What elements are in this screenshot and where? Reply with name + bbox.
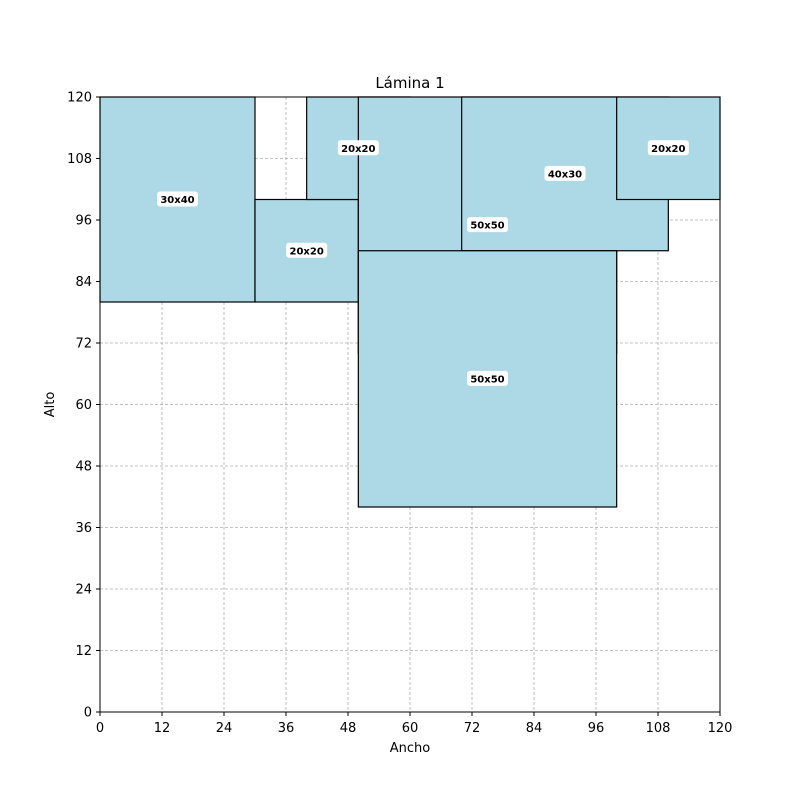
y-tick-label: 84	[75, 275, 92, 290]
pieces-layer	[99, 96, 721, 508]
piece-label-box	[544, 165, 586, 181]
piece-label: 50x50	[467, 217, 508, 233]
y-tick-label: 48	[75, 460, 92, 475]
x-tick-label: 72	[464, 721, 481, 736]
piece-label-box	[467, 217, 508, 233]
x-tick-label: 60	[402, 721, 419, 736]
x-tick-label: 36	[278, 721, 295, 736]
y-tick-label: 96	[75, 214, 92, 229]
y-tick-label: 12	[75, 644, 92, 659]
x-tick-label: 84	[526, 721, 543, 736]
piece-label-box	[157, 191, 198, 207]
y-tick-label: 60	[75, 398, 92, 413]
piece-label-text: 50x50	[470, 374, 504, 385]
y-axis: 0 12 24 36 48 60 72 84 96 108 120	[67, 91, 100, 721]
piece-label: 50x50	[467, 370, 508, 386]
y-tick-label: 0	[84, 706, 92, 721]
piece-label: 30x40	[157, 191, 198, 207]
x-tick-label: 0	[96, 721, 104, 736]
labels-layer: 30x40 20x20 20x20 50x50 40x30 20x20 50x50	[157, 140, 689, 386]
x-tick-label: 12	[154, 721, 171, 736]
piece-label-text: 20x20	[651, 144, 685, 155]
piece-label: 20x20	[337, 140, 379, 156]
y-tick-label: 72	[75, 337, 92, 352]
piece-label-text: 50x50	[470, 221, 504, 232]
piece-label-box	[467, 370, 508, 386]
y-tick-label: 120	[67, 91, 92, 106]
y-tick-label: 24	[75, 583, 92, 598]
piece-label: 40x30	[544, 165, 586, 181]
piece-label-text: 20x20	[290, 246, 324, 257]
chart-title: Lámina 1	[375, 74, 444, 92]
y-axis-label: Alto	[43, 392, 58, 418]
piece-label-box	[286, 242, 328, 258]
x-axis: 0 12 24 36 48 60 72 84 96 108 120	[96, 712, 733, 736]
piece-label-text: 20x20	[341, 144, 375, 155]
piece-label-text: 40x30	[548, 169, 582, 180]
piece-label: 20x20	[647, 140, 689, 156]
x-tick-label: 48	[340, 721, 357, 736]
x-tick-label: 24	[216, 721, 233, 736]
piece-label-box	[337, 140, 379, 156]
y-tick-label: 108	[67, 152, 92, 167]
x-tick-label: 108	[646, 721, 671, 736]
x-tick-label: 120	[708, 721, 733, 736]
piece-label: 20x20	[286, 242, 328, 258]
x-axis-label: Ancho	[390, 741, 431, 756]
piece-label-text: 30x40	[160, 195, 194, 206]
piece-label-box	[647, 140, 689, 156]
x-tick-label: 96	[588, 721, 605, 736]
y-tick-label: 36	[75, 521, 92, 536]
